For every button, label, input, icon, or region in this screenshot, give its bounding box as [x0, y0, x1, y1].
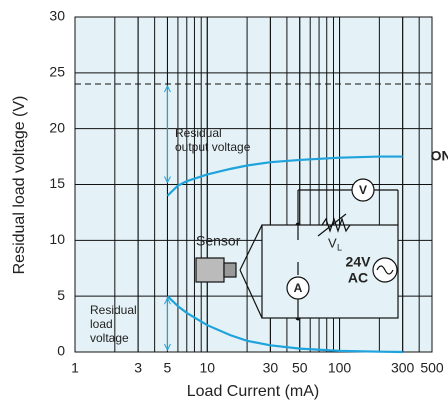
y-tick-label: 10: [49, 231, 65, 247]
ammeter-label: A: [294, 281, 303, 295]
y-tick-label: 25: [49, 64, 65, 80]
y-tick-label: 30: [49, 8, 65, 24]
y-tick-label: 20: [49, 119, 65, 135]
load-subscript: L: [337, 242, 342, 252]
y-tick-label: 15: [49, 175, 65, 191]
series-label: ON: [431, 147, 448, 163]
ac-symbol: [376, 265, 394, 275]
annotation: load: [90, 317, 113, 331]
annotation: Residual: [175, 126, 222, 140]
x-axis-label: Load Current (mA): [187, 383, 320, 400]
x-tick-label: 30: [263, 360, 279, 376]
y-tick-label: 5: [57, 287, 65, 303]
wire: [239, 224, 263, 271]
supply-label: 24V: [346, 254, 372, 270]
voltmeter-label: V: [359, 183, 367, 197]
series-line: [166, 155, 403, 197]
x-tick-label: 5: [164, 360, 172, 376]
arrow-head: [164, 84, 171, 93]
circuit: [195, 178, 399, 319]
sensor-label: Sensor: [196, 233, 241, 249]
x-tick-label: 100: [328, 360, 352, 376]
ammeter: [286, 276, 310, 300]
load-resistor: [321, 217, 351, 233]
x-tick-label: 3: [134, 360, 142, 376]
load-label: V: [328, 235, 337, 250]
sensor-head: [223, 262, 237, 278]
arrow-head: [164, 297, 171, 305]
annotation: voltage: [90, 331, 129, 345]
x-tick-label: 50: [292, 360, 308, 376]
supply-label: AC: [348, 270, 368, 286]
wire: [239, 269, 263, 319]
plot-border: [74, 16, 433, 353]
x-tick-label: 10: [199, 360, 215, 376]
variable-arrow: [317, 213, 347, 237]
annotation: output voltage: [175, 140, 251, 154]
arrow-head: [164, 176, 171, 184]
y-tick-label: 0: [57, 343, 65, 359]
annotation: Residual: [90, 303, 137, 317]
x-tick-label: 500: [420, 360, 444, 376]
x-tick-label: 300: [391, 360, 415, 376]
voltmeter: [351, 178, 375, 202]
arrow-head: [164, 343, 171, 352]
x-tick-label: 1: [71, 360, 79, 376]
y-axis-label: Residual load voltage (V): [11, 96, 28, 275]
sensor-body: [195, 257, 225, 283]
series-line: [166, 295, 403, 354]
